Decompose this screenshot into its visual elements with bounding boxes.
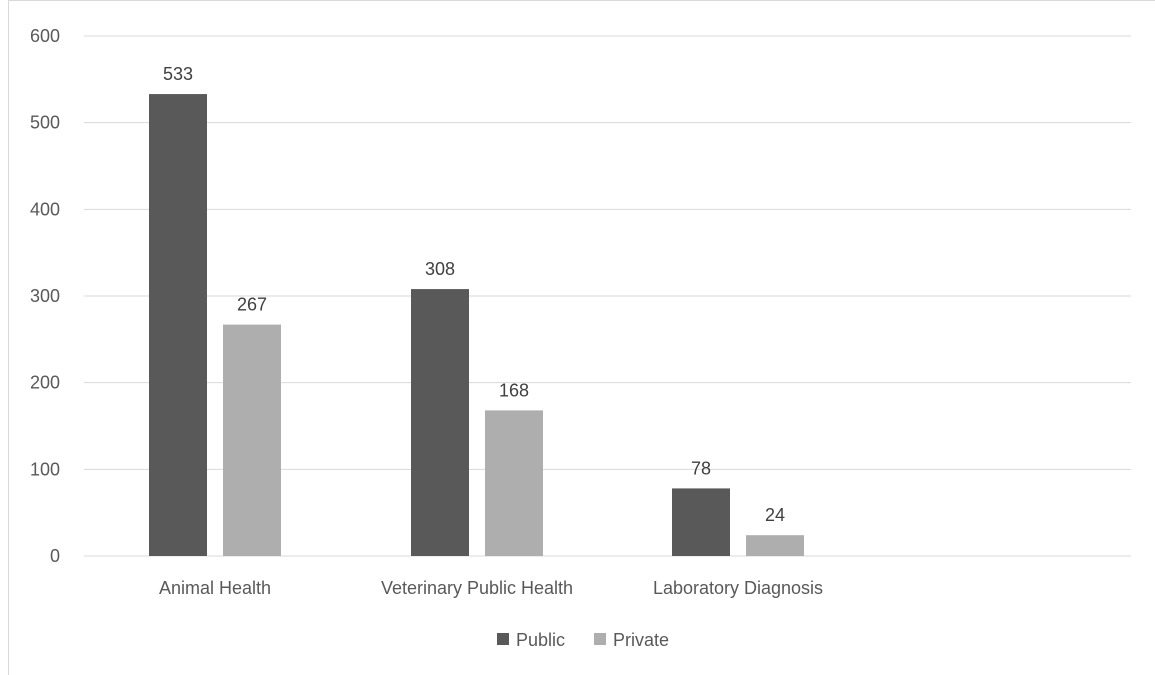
- y-tick-label: 600: [30, 26, 60, 46]
- bars: [149, 94, 804, 557]
- y-axis-ticks: 0 100 200 300 400 500 600: [30, 26, 60, 566]
- bar-public-2: [672, 488, 730, 556]
- bar-private-2: [746, 535, 804, 556]
- x-tick-label: Veterinary Public Health: [381, 578, 573, 598]
- y-tick-label: 400: [30, 199, 60, 219]
- bar-public-1: [411, 289, 469, 556]
- y-tick-label: 300: [30, 286, 60, 306]
- data-label: 168: [499, 380, 529, 400]
- x-tick-label: Laboratory Diagnosis: [653, 578, 823, 598]
- legend: Public Private: [497, 630, 669, 650]
- x-tick-label: Animal Health: [159, 578, 271, 598]
- data-label: 78: [691, 458, 711, 478]
- y-tick-label: 0: [50, 546, 60, 566]
- legend-label-public: Public: [516, 630, 565, 650]
- bar-private-0: [223, 324, 281, 556]
- data-label: 267: [237, 295, 267, 315]
- y-tick-label: 100: [30, 459, 60, 479]
- legend-swatch-public: [497, 633, 509, 645]
- y-tick-label: 500: [30, 113, 60, 133]
- data-labels: 533 267 308 168 78 24: [163, 64, 785, 525]
- legend-label-private: Private: [613, 630, 669, 650]
- bar-private-1: [485, 410, 543, 556]
- legend-swatch-private: [594, 633, 606, 645]
- y-tick-label: 200: [30, 373, 60, 393]
- data-label: 308: [425, 259, 455, 279]
- data-label: 533: [163, 64, 193, 84]
- gridlines: [84, 35, 1131, 557]
- data-label: 24: [765, 505, 785, 525]
- x-axis-ticks: Animal Health Veterinary Public Health Lab…: [159, 578, 823, 598]
- chart-frame: [8, 0, 1155, 675]
- bar-public-0: [149, 94, 207, 557]
